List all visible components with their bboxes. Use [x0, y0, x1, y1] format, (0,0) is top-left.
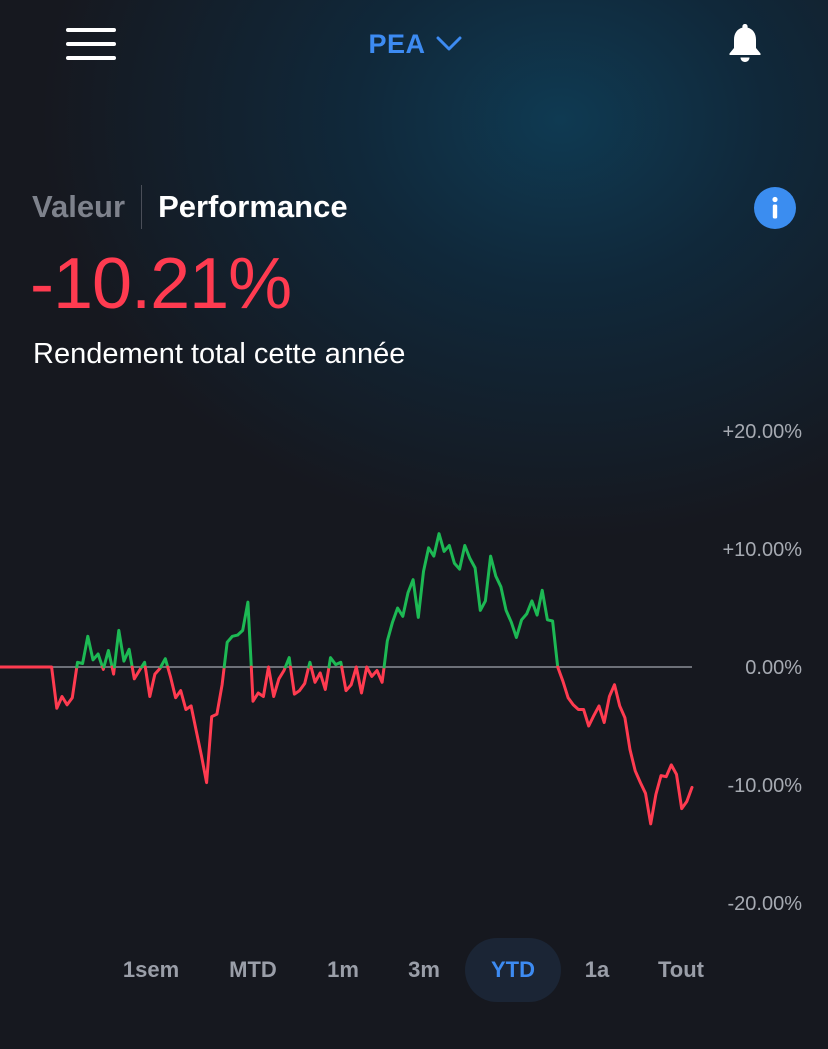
series-line-negative	[110, 665, 116, 676]
series-line-positive	[283, 656, 292, 669]
hamburger-menu-icon[interactable]	[64, 26, 118, 62]
series-line-negative	[556, 665, 694, 826]
period-1sem[interactable]: 1sem	[122, 957, 180, 982]
top-bar: PEA	[0, 0, 828, 90]
y-tick-label: -20.00%	[728, 893, 803, 915]
period-ytd[interactable]: YTD	[465, 938, 561, 1002]
bell-icon[interactable]	[722, 20, 768, 66]
performance-value: -10.21%	[30, 244, 292, 324]
series-line-positive	[327, 656, 344, 669]
period-tout[interactable]: Tout	[657, 957, 704, 982]
series-line-negative	[143, 665, 163, 698]
info-icon[interactable]	[754, 187, 796, 229]
y-tick-label: 0.00%	[745, 657, 802, 679]
series-line-positive	[307, 660, 313, 669]
tab-divider	[141, 185, 143, 229]
series-line-positive	[222, 600, 253, 669]
series-line-negative	[130, 665, 144, 681]
view-mode-toggle: Valeur Performance	[32, 184, 348, 230]
series-line-positive	[75, 634, 104, 669]
series-line-positive	[382, 532, 560, 669]
chevron-down-icon	[436, 36, 462, 51]
tab-valeur[interactable]: Valeur	[32, 189, 126, 224]
y-tick-label: +10.00%	[722, 539, 802, 561]
account-label: PEA	[368, 28, 426, 59]
period-selector: 1sem MTD 1m 3m YTD 1a Tout	[100, 938, 728, 1002]
period-1m[interactable]: 1m	[327, 957, 359, 982]
series-line-positive	[102, 649, 114, 669]
series-line-negative	[166, 665, 226, 785]
account-selector[interactable]: PEA	[350, 24, 480, 64]
series-line-positive	[140, 660, 147, 669]
series-line-negative	[249, 665, 287, 703]
y-tick-label: +20.00%	[722, 421, 802, 443]
period-1a[interactable]: 1a	[584, 957, 610, 982]
y-tick-label: -10.00%	[728, 775, 803, 797]
series-line-negative	[340, 665, 386, 695]
tab-performance[interactable]: Performance	[158, 189, 348, 224]
series-line-negative	[0, 665, 79, 710]
period-3m[interactable]: 3m	[408, 957, 440, 982]
series-line-positive	[159, 657, 170, 669]
period-mtd[interactable]: MTD	[229, 957, 277, 982]
performance-caption: Rendement total cette année	[33, 338, 406, 370]
performance-chart[interactable]: +20.00% +10.00% 0.00% -10.00% -20.00%	[0, 400, 828, 940]
series-line-negative	[309, 665, 331, 691]
series-line-negative	[289, 665, 311, 696]
series-line-positive	[112, 628, 134, 669]
